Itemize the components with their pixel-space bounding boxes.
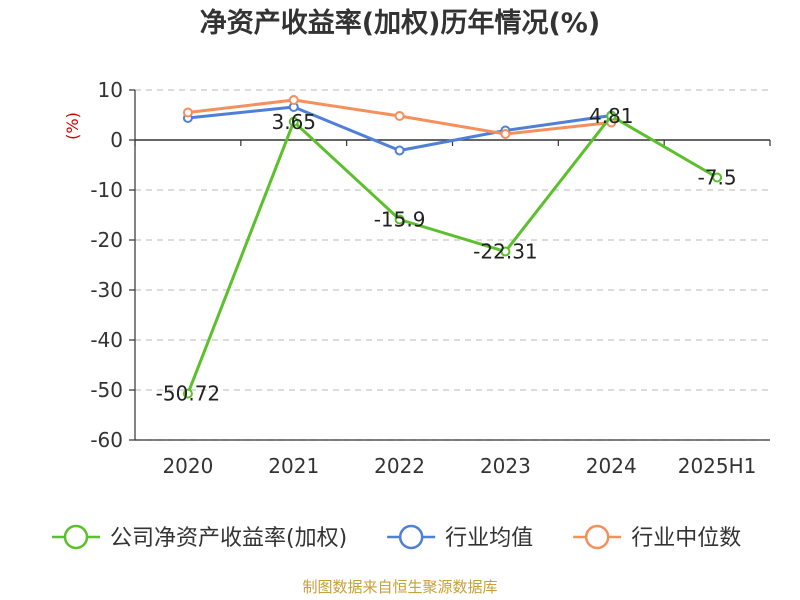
series-line — [186, 114, 718, 395]
legend-marker — [398, 524, 424, 550]
y-tick-label: 0 — [110, 128, 123, 152]
y-tick-label: -10 — [90, 178, 123, 202]
source-note: 制图数据来自恒生聚源数据库 — [302, 578, 497, 596]
y-axis-label: (%) — [63, 112, 82, 140]
data-point — [500, 246, 511, 257]
data-label: 3.65 — [271, 110, 316, 134]
data-point — [288, 116, 299, 127]
axes: 10 0 -10 -20 -30 -40 -50 -60 2020 2021 2022 2023 202… — [90, 78, 771, 478]
data-label: 4.81 — [589, 104, 634, 128]
data-label: -50.72 — [156, 382, 220, 406]
y-tick-label: -60 — [90, 428, 123, 452]
legend-marker — [63, 524, 89, 550]
x-tick-label: 2021 — [268, 454, 319, 478]
x-tick-label: 2025H1 — [678, 454, 757, 478]
data-point — [182, 388, 193, 399]
x-tick-label: 2020 — [162, 454, 213, 478]
data-point — [712, 172, 723, 183]
data-label: -22.31 — [473, 240, 537, 264]
legend-label: 公司净资产收益率(加权) — [110, 526, 347, 551]
y-tick-label: 10 — [98, 78, 123, 102]
data-label: -15.9 — [374, 208, 426, 232]
data-point — [394, 111, 405, 121]
x-tick-label: 2022 — [374, 454, 425, 478]
data-label: -7.5 — [698, 166, 737, 190]
legend: 公司净资产收益率(加权) 行业均值 行业中位数 — [52, 524, 741, 551]
legend-label: 行业中位数 — [631, 526, 741, 551]
series-layer — [182, 95, 723, 399]
legend-marker — [584, 524, 610, 550]
y-tick-label: -20 — [90, 228, 123, 252]
x-tick-label: 2024 — [586, 454, 637, 478]
data-point — [394, 145, 405, 156]
y-tick-label: -50 — [90, 378, 123, 402]
legend-label: 行业均值 — [445, 526, 533, 551]
data-point — [182, 107, 193, 118]
data-point — [288, 95, 299, 105]
chart-title: 净资产收益率(加权)历年情况(%) — [200, 7, 600, 39]
data-point — [394, 214, 405, 225]
data-point — [500, 129, 511, 139]
x-tick-label: 2023 — [480, 454, 531, 478]
y-tick-label: -30 — [90, 278, 123, 302]
y-tick-label: -40 — [90, 328, 123, 352]
data-labels: -50.72 3.65 -15.9 -22.31 4.81 -7.5 — [156, 104, 737, 406]
data-point — [606, 110, 617, 121]
